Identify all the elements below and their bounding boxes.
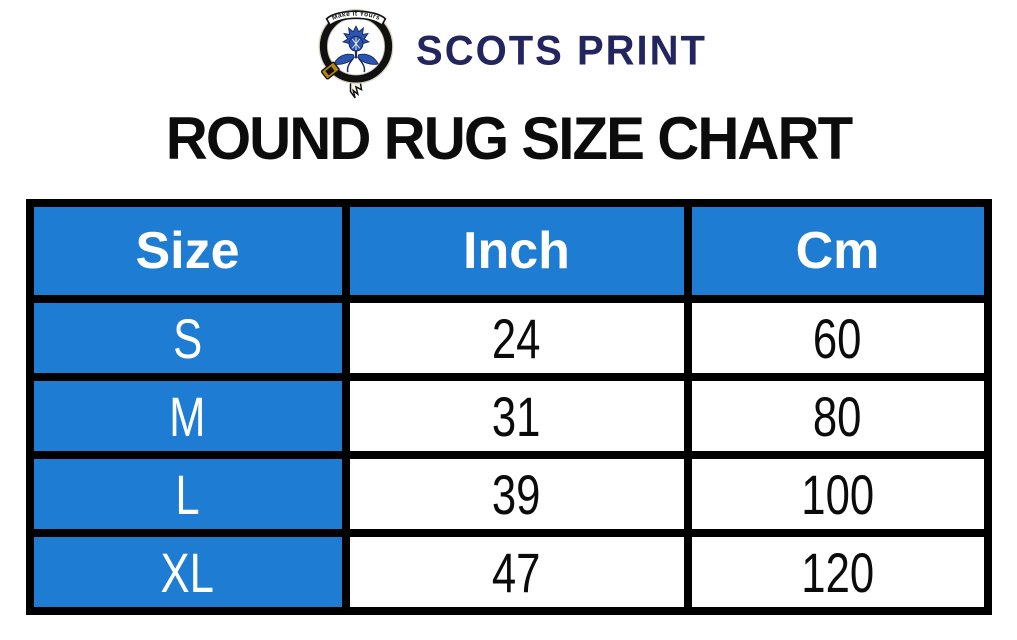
table-row: M 31 80 [33,381,984,451]
brand-name: SCOTS PRINT [416,27,707,74]
size-cell: S [33,303,342,373]
scots-print-logo-icon: Make It Yours [318,8,394,99]
brand-header: Make It Yours SCOTS PRINT [0,0,1017,99]
inch-cell: 39 [349,459,684,529]
inch-cell: 24 [349,303,684,373]
cm-cell: 100 [691,459,984,529]
page-title: ROUND RUG SIZE CHART [165,105,853,172]
table-row: L 39 100 [33,459,984,529]
size-cell: L [33,459,342,529]
motto-banner: Make It Yours [325,10,387,27]
column-header-inch: Inch [349,207,684,295]
cm-cell: 60 [691,303,984,373]
size-chart-table: Size Inch Cm S 24 60 M 31 80 L 39 100 [25,199,992,615]
thistle-icon [333,25,379,73]
motto-text: Make It Yours [331,11,381,22]
cm-cell: 80 [691,381,984,451]
table-row: S 24 60 [33,303,984,373]
column-header-size: Size [33,207,342,295]
table-row: XL 47 120 [33,537,984,607]
belt-buckle-icon [320,61,340,80]
size-cell: M [33,381,342,451]
column-header-cm: Cm [691,207,984,295]
header-row: Size Inch Cm [33,207,984,295]
size-cell: XL [33,537,342,607]
cm-cell: 120 [691,537,984,607]
inch-cell: 31 [349,381,684,451]
inch-cell: 47 [349,537,684,607]
